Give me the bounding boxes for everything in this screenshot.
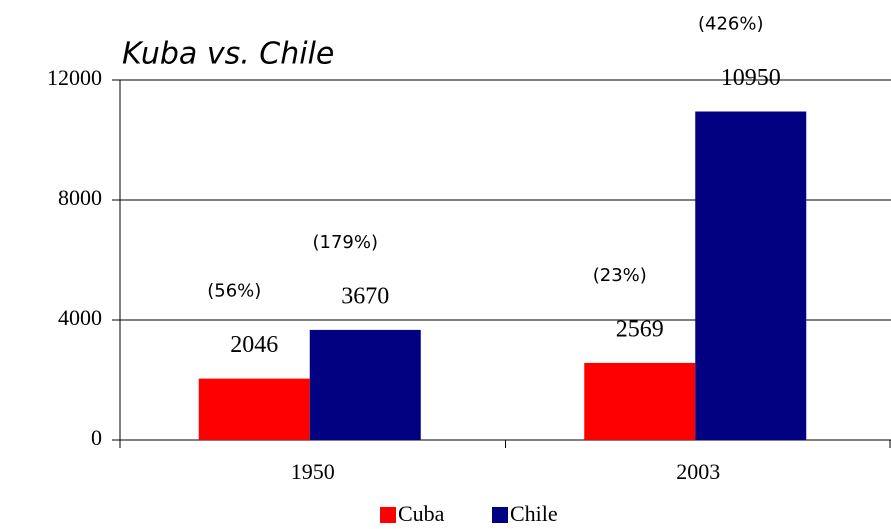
y-tick-label: 8000 xyxy=(58,185,102,210)
y-tick-label: 12000 xyxy=(47,65,102,90)
percent-annotation: (426%) xyxy=(698,14,764,35)
legend-label: Chile xyxy=(510,501,558,526)
legend-swatch xyxy=(492,507,508,523)
value-label: 10950 xyxy=(721,65,781,91)
percent-annotation: (179%) xyxy=(312,232,378,253)
value-label: 2569 xyxy=(616,316,664,342)
x-tick-label: 2003 xyxy=(676,459,720,484)
bar xyxy=(695,111,807,440)
percent-annotation: (56%) xyxy=(207,281,261,302)
bar xyxy=(584,362,696,440)
bar xyxy=(309,329,421,440)
y-tick-label: 4000 xyxy=(58,305,102,330)
chart-title: Kuba vs. Chile xyxy=(122,37,334,72)
legend-swatch xyxy=(380,507,396,523)
y-tick-label: 0 xyxy=(91,425,102,450)
percent-annotation: (23%) xyxy=(593,265,647,286)
value-label: 2046 xyxy=(230,332,278,358)
legend-label: Cuba xyxy=(398,501,445,526)
x-tick-label: 1950 xyxy=(291,459,335,484)
bar xyxy=(198,378,310,440)
value-label: 3670 xyxy=(341,283,389,309)
